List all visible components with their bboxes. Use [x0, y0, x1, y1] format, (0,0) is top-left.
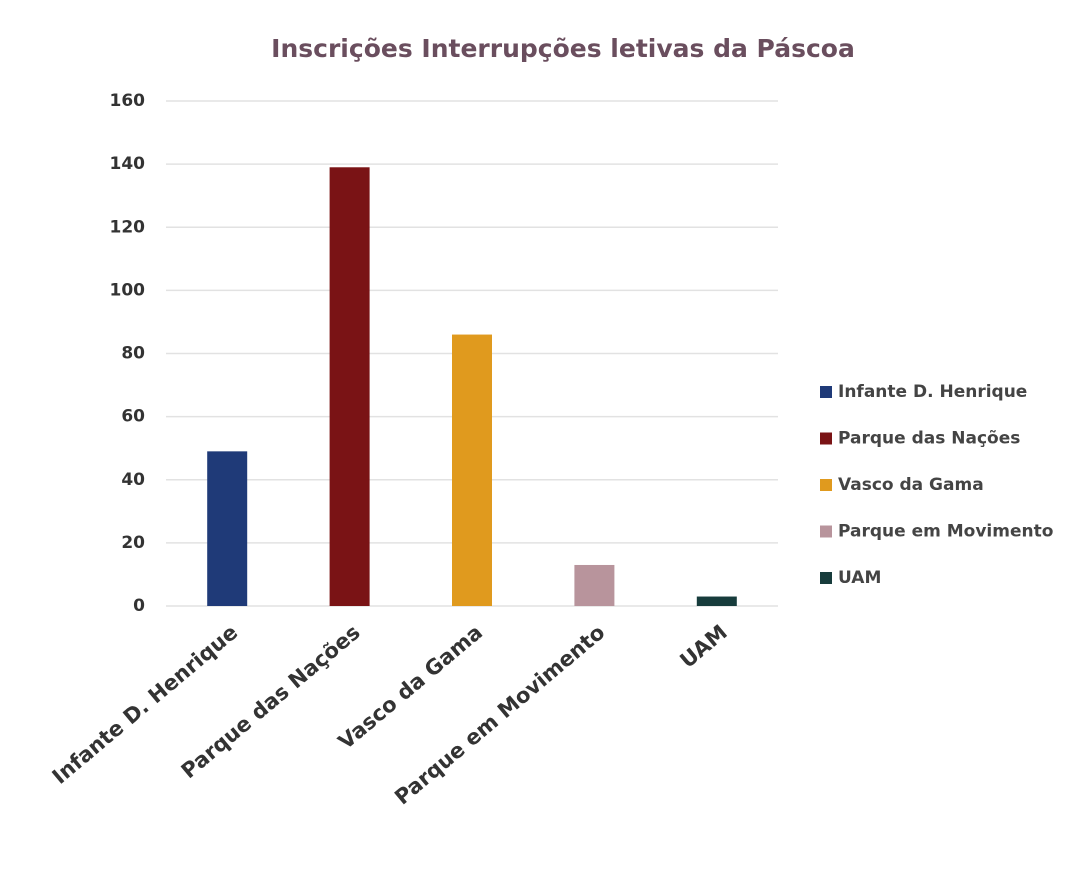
legend-swatch — [820, 479, 832, 491]
legend-swatch — [820, 386, 832, 398]
bar — [329, 167, 370, 606]
legend-label: UAM — [838, 568, 881, 588]
y-tick-label: 40 — [121, 470, 145, 490]
legend-label: Parque das Nações — [838, 429, 1020, 449]
legend-swatch — [820, 432, 832, 445]
y-tick-label: 160 — [110, 91, 146, 111]
legend-swatch — [820, 572, 832, 584]
y-tick-label: 80 — [121, 344, 145, 364]
bar — [452, 334, 492, 606]
y-tick-label: 20 — [121, 533, 145, 553]
legend-label: Vasco da Gama — [838, 475, 984, 495]
y-tick-label: 0 — [133, 596, 145, 616]
bar — [207, 451, 248, 606]
bar — [574, 564, 615, 606]
x-tick-label: Parque em Movimento — [390, 620, 609, 809]
chart-title: Inscrições Interrupções letivas da Pásco… — [271, 34, 855, 63]
y-tick-label: 100 — [110, 280, 146, 300]
y-tick-label: 60 — [121, 407, 145, 427]
bar — [696, 596, 737, 606]
legend-label: Infante D. Henrique — [838, 382, 1027, 402]
y-tick-label: 140 — [110, 154, 146, 174]
legend-label: Parque em Movimento — [838, 522, 1053, 542]
legend-swatch — [820, 525, 832, 538]
x-tick-label: UAM — [675, 620, 731, 673]
y-tick-label: 120 — [110, 217, 146, 237]
